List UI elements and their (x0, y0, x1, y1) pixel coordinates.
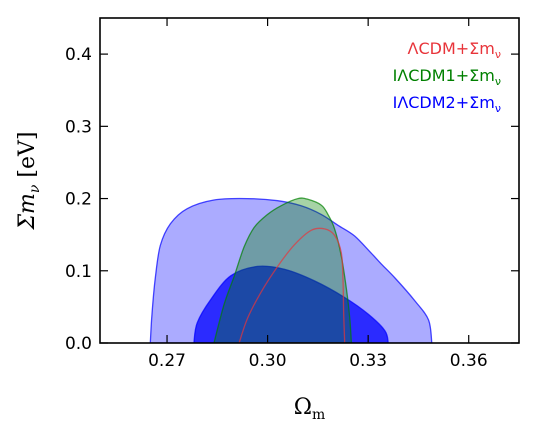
legend-entry: IΛCDM2+Σmν (393, 93, 501, 115)
contour-layer (149, 197, 433, 343)
x-tick-label: 0.30 (249, 351, 287, 371)
x-tick-label: 0.33 (349, 351, 387, 371)
x-tick-label: 0.36 (450, 351, 488, 371)
legend-entry: IΛCDM1+Σmν (393, 66, 501, 88)
y-tick-label: 0.1 (65, 262, 92, 282)
legend-entry: ΛCDM+Σmν (408, 39, 502, 61)
legend: ΛCDM+Σmν IΛCDM1+Σmν IΛCDM2+Σmν (393, 39, 501, 115)
contour-icdm1m-95pct (213, 197, 353, 343)
x-tick-label: 0.27 (148, 351, 186, 371)
y-tick-label: 0.0 (65, 334, 92, 354)
contour-cdmm-95pct (238, 227, 346, 343)
tick-layer: 0.27 0.30 0.33 0.36 0.0 0.1 0.2 0.3 0.4 (65, 18, 519, 371)
plot-frame (99, 17, 520, 344)
x-axis-label: Ωm (294, 395, 326, 423)
y-tick-label: 0.2 (65, 190, 92, 210)
y-tick-label: 0.4 (65, 45, 92, 65)
y-axis-label: Σmν [eV] (15, 131, 43, 230)
contour-icdm2m-68pct (193, 265, 389, 343)
y-tick-label: 0.3 (65, 117, 92, 137)
